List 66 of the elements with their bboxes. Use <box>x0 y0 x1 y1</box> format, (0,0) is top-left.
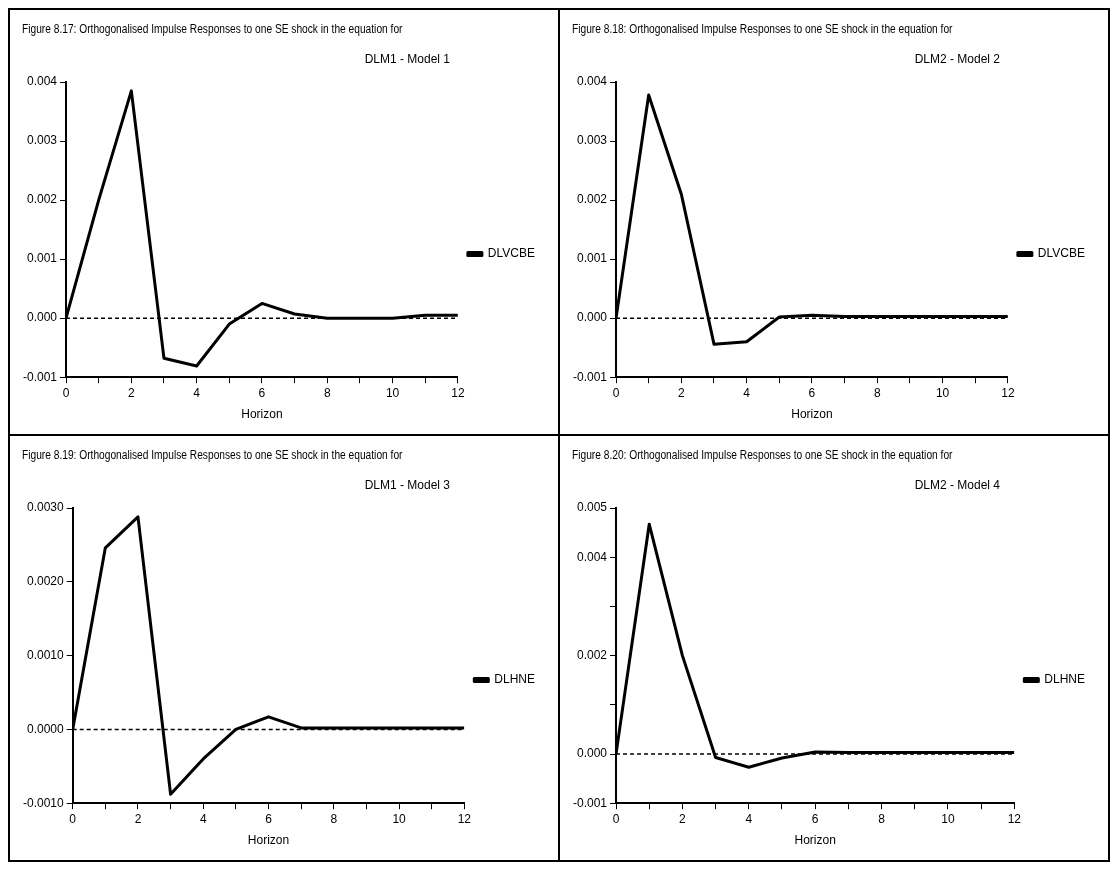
x-axis-title: Horizon <box>791 407 833 422</box>
y-tick-label: 0.002 <box>26 192 58 207</box>
y-tick-label: -0.001 <box>22 369 58 384</box>
y-tick-label: 0.001 <box>576 251 608 266</box>
x-tick-label: 12 <box>1007 811 1022 826</box>
y-tick-label: 0.002 <box>576 647 608 662</box>
x-tick-label: 6 <box>811 811 819 826</box>
chart-title: Figure 8.18: Orthogonalised Impulse Responses to one SE shock in the equation for <box>572 22 953 36</box>
x-axis-title: Horizon <box>794 833 836 848</box>
x-tick-label: 10 <box>392 811 407 826</box>
x-tick-label: 12 <box>1001 385 1015 400</box>
chart-subtitle: DLM2 - Model 4 <box>913 478 1000 492</box>
y-tick-label: 0.0030 <box>27 500 65 515</box>
y-tick-label: 0.0020 <box>27 574 65 589</box>
y-tick-label: 0.004 <box>26 74 58 89</box>
y-tick-label: 0.004 <box>576 74 608 89</box>
y-tick-label: 0.000 <box>576 746 608 761</box>
chart-title: Figure 8.19: Orthogonalised Impulse Responses to one SE shock in the equation for <box>22 448 403 462</box>
legend-label: DLVCBE <box>487 246 536 261</box>
x-tick-label: 2 <box>134 811 142 826</box>
x-tick-label: 12 <box>451 385 465 400</box>
y-tick-label: 0.000 <box>576 310 608 325</box>
y-tick-label: 0.0010 <box>27 647 65 662</box>
x-tick-label: 0 <box>62 385 70 400</box>
x-tick-label: 12 <box>457 811 472 826</box>
x-tick-label: 8 <box>323 385 331 400</box>
chart-title: Figure 8.20: Orthogonalised Impulse Responses to one SE shock in the equation for <box>572 448 953 462</box>
chart-subtitle: DLM1 - Model 3 <box>363 478 450 492</box>
x-tick-label: 4 <box>743 385 751 400</box>
legend-label: DLHNE <box>494 672 536 687</box>
y-tick-label: 0.0000 <box>27 721 65 736</box>
y-tick-label: 0.004 <box>576 549 608 564</box>
x-tick-label: 6 <box>808 385 816 400</box>
chart-subtitle: DLM1 - Model 1 <box>363 52 450 66</box>
y-tick-label: 0.001 <box>26 251 58 266</box>
y-tick-label: -0.001 <box>572 369 608 384</box>
x-tick-label: 0 <box>612 811 620 826</box>
x-tick-label: 4 <box>199 811 207 826</box>
x-tick-label: 10 <box>935 385 950 400</box>
chart-title: Figure 8.17: Orthogonalised Impulse Responses to one SE shock in the equation for <box>22 22 403 36</box>
y-tick-label: 0.003 <box>26 133 58 148</box>
legend-label: DLHNE <box>1044 672 1086 687</box>
y-tick-label: 0.000 <box>26 310 58 325</box>
x-tick-label: 2 <box>677 385 685 400</box>
x-tick-label: 4 <box>745 811 753 826</box>
x-tick-label: 2 <box>127 385 135 400</box>
y-tick-label: 0.003 <box>576 133 608 148</box>
x-tick-label: 2 <box>679 811 687 826</box>
chart-subtitle: DLM2 - Model 2 <box>913 52 1000 66</box>
y-tick-label: 0.002 <box>576 192 608 207</box>
x-tick-label: 6 <box>265 811 273 826</box>
x-tick-label: 0 <box>612 385 620 400</box>
y-tick-label: -0.0010 <box>23 795 65 810</box>
x-axis-title: Horizon <box>247 833 290 848</box>
x-tick-label: 10 <box>941 811 955 826</box>
x-tick-label: 8 <box>873 385 881 400</box>
x-tick-label: 8 <box>878 811 886 826</box>
x-tick-label: 8 <box>330 811 338 826</box>
y-tick-label: 0.005 <box>576 500 608 515</box>
x-tick-label: 4 <box>193 385 201 400</box>
x-axis-title: Horizon <box>241 407 283 422</box>
x-tick-label: 6 <box>258 385 266 400</box>
legend-label: DLVCBE <box>1037 246 1086 261</box>
x-tick-label: 10 <box>385 385 400 400</box>
y-tick-label: -0.001 <box>572 795 608 810</box>
x-tick-label: 0 <box>69 811 77 826</box>
